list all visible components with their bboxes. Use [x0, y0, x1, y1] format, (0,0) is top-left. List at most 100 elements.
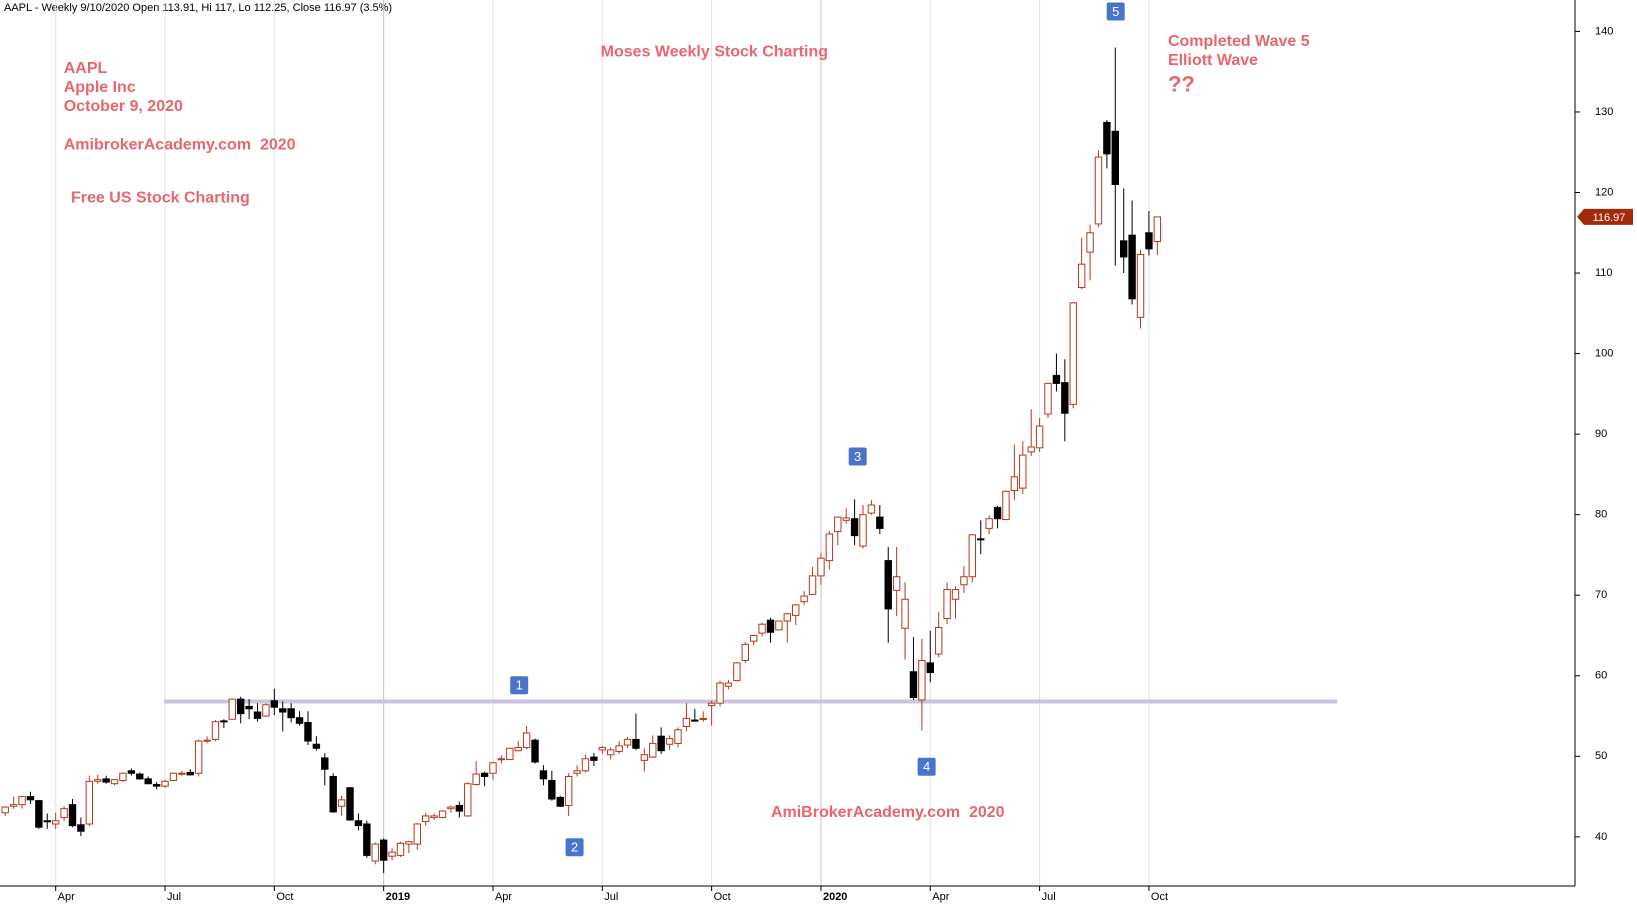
wave-label: 4	[923, 759, 930, 774]
candle-body	[354, 820, 363, 827]
candle-body	[573, 770, 581, 774]
candle-body	[1002, 490, 1010, 521]
candle-body	[371, 843, 379, 862]
candle-body	[430, 815, 438, 819]
candle-body	[598, 746, 607, 751]
candle-body	[144, 778, 152, 785]
wave-box	[1106, 2, 1125, 21]
candle-body	[522, 732, 531, 748]
candle-body	[607, 749, 615, 756]
candle-body	[733, 662, 741, 682]
candle-body	[657, 735, 665, 752]
candle-body	[178, 772, 186, 775]
candle-body	[649, 742, 657, 758]
candle-body	[1, 806, 9, 814]
candle-body	[337, 799, 346, 807]
x-tick-label: Oct	[714, 891, 731, 903]
candle-body	[68, 804, 77, 827]
candle-body	[615, 745, 623, 752]
chart-header: AAPL - Weekly 9/10/2020 Open 113.91, Hi …	[4, 2, 392, 14]
candle-body	[51, 820, 60, 825]
candle-body	[18, 796, 26, 806]
candle-body	[977, 538, 985, 541]
candle-body	[295, 717, 304, 724]
candle-body	[447, 806, 455, 810]
annotation: Completed Wave 5	[1168, 33, 1310, 50]
candle-body	[287, 708, 295, 719]
wave-label: 3	[854, 449, 861, 464]
candle-body	[766, 619, 775, 633]
candle-body	[1010, 476, 1019, 492]
price-tag	[1577, 208, 1633, 225]
candle-body	[152, 784, 161, 787]
candle-body	[884, 560, 892, 610]
candle-body	[985, 518, 993, 529]
candle-body	[1111, 130, 1119, 185]
candle-body	[1103, 121, 1111, 155]
candle-body	[1027, 446, 1035, 453]
candle-body	[1128, 234, 1136, 300]
candle-body	[262, 704, 270, 717]
candle-body	[968, 534, 977, 578]
wave-box	[510, 676, 529, 695]
candle-body	[329, 775, 337, 813]
candle-body	[497, 758, 506, 761]
candle-body	[716, 682, 724, 704]
wave-label: 5	[1112, 4, 1119, 19]
y-tick-label: 50	[1595, 750, 1607, 762]
candle-body	[876, 516, 884, 529]
y-tick-label: 40	[1595, 831, 1607, 843]
candle-body	[1035, 425, 1044, 449]
x-tick-label: Jul	[1042, 891, 1056, 903]
candle-body	[665, 738, 674, 745]
candle-body	[43, 820, 51, 823]
candle-body	[1069, 302, 1077, 405]
annotation: AAPL	[64, 60, 108, 77]
candle-body	[817, 557, 825, 577]
wave-label: 2	[571, 840, 578, 855]
wave-label: 1	[516, 678, 523, 693]
candle-body	[724, 682, 733, 687]
candle-body	[548, 779, 556, 800]
candle-body	[993, 506, 1002, 520]
candle-body	[245, 705, 253, 710]
candle-body	[236, 698, 245, 715]
candle-body	[60, 808, 68, 819]
candle-body	[161, 780, 169, 787]
x-tick-label: Apr	[932, 891, 949, 903]
x-tick-label: 2020	[823, 891, 847, 903]
candle-body	[581, 758, 590, 772]
y-tick-label: 60	[1595, 670, 1607, 682]
candle-body	[691, 719, 699, 722]
candle-body	[1044, 382, 1052, 415]
candle-body	[1136, 254, 1145, 318]
candle-body	[775, 620, 783, 631]
candle-body	[758, 623, 766, 634]
candle-body	[1094, 156, 1103, 225]
wave-box	[565, 838, 584, 857]
candle-body	[270, 700, 279, 708]
candle-body	[556, 796, 564, 807]
candle-body	[422, 815, 430, 823]
candle-body	[464, 783, 472, 817]
candle-body	[119, 772, 127, 781]
candle-body	[396, 842, 405, 856]
candle-body	[455, 804, 464, 812]
candle-body	[623, 738, 632, 746]
candle-body	[800, 595, 808, 603]
candle-body	[346, 787, 354, 821]
candle-body	[35, 800, 43, 828]
candle-body	[640, 754, 649, 761]
candle-body	[279, 708, 287, 713]
candle-body	[1019, 454, 1027, 489]
candle-body	[379, 839, 388, 861]
annotation: Apple Inc	[64, 79, 136, 96]
candle-body	[859, 514, 867, 547]
candle-body	[834, 516, 842, 533]
annotation: AmiBrokerAcademy.com 2020	[771, 804, 1005, 821]
y-tick-label: 130	[1595, 106, 1613, 118]
candle-body	[749, 635, 758, 642]
x-tick-label: Jul	[604, 891, 618, 903]
candle-body	[514, 746, 522, 752]
candle-body	[136, 773, 144, 780]
